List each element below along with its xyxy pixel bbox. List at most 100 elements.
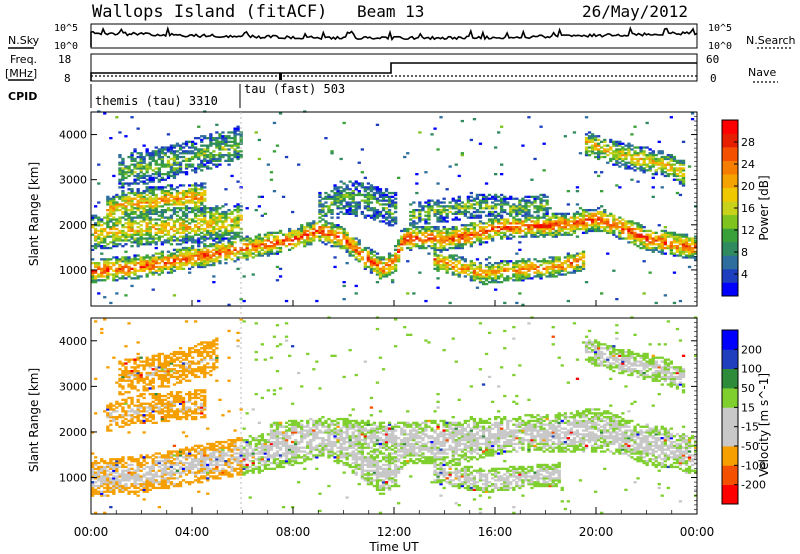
range-gate-cell xyxy=(127,229,131,233)
range-gate-cell xyxy=(563,212,567,215)
range-gate-cell xyxy=(375,269,380,272)
range-gate-cell xyxy=(651,161,655,164)
range-gate-cell xyxy=(188,235,192,238)
range-gate-cell xyxy=(418,201,422,204)
range-gate-cell xyxy=(442,216,446,219)
range-gate-cell xyxy=(215,233,219,236)
range-gate-cell xyxy=(354,210,358,214)
range-gate-cell xyxy=(257,243,261,246)
range-gate-cell xyxy=(436,148,440,151)
range-gate-cell xyxy=(160,212,164,215)
range-gate-cell xyxy=(675,235,680,238)
range-gate-cell xyxy=(621,226,625,229)
range-gate-cell xyxy=(127,235,131,238)
range-gate-cell xyxy=(660,161,664,164)
range-gate-cell xyxy=(463,263,467,267)
range-gate-cell xyxy=(112,408,116,411)
range-gate-cell xyxy=(339,227,343,231)
range-gate-cell xyxy=(469,138,473,142)
range-gate-cell xyxy=(118,171,122,174)
range-gate-cell xyxy=(594,135,598,138)
range-gate-cell xyxy=(512,263,516,267)
range-gate-cell xyxy=(524,210,528,214)
range-gate-cell xyxy=(260,241,264,244)
range-gate-cell xyxy=(130,258,134,261)
range-gate-cell xyxy=(609,214,613,217)
range-gate-cell xyxy=(106,483,110,486)
range-gate-cell xyxy=(597,155,601,159)
range-gate-cell xyxy=(215,222,219,225)
range-gate-cell xyxy=(118,490,122,493)
range-gate-cell xyxy=(230,146,234,149)
range-gate-cell xyxy=(197,193,201,197)
range-gate-cell xyxy=(690,246,695,250)
range-gate-cell xyxy=(536,205,540,208)
range-gate-cell xyxy=(254,241,258,244)
range-gate-cell xyxy=(690,241,695,244)
range-gate-cell xyxy=(330,203,334,206)
range-gate-cell xyxy=(121,410,125,413)
range-gate-cell xyxy=(200,209,204,212)
range-gate-cell xyxy=(172,226,177,229)
range-gate-cell xyxy=(151,169,155,172)
range-gate-cell xyxy=(118,205,122,208)
range-gate-cell xyxy=(333,224,337,227)
range-gate-cell xyxy=(515,279,519,282)
range-gate-cell xyxy=(500,199,504,202)
range-gate-cell xyxy=(181,229,186,233)
range-gate-cell xyxy=(148,212,152,215)
range-gate-cell xyxy=(194,248,198,251)
range-gate-cell xyxy=(354,258,358,261)
range-gate-cell xyxy=(172,260,177,263)
range-gate-cell xyxy=(472,207,477,210)
range-gate-cell xyxy=(554,212,558,215)
range-gate-cell xyxy=(348,188,352,191)
range-gate-cell xyxy=(515,262,519,265)
range-gate-cell xyxy=(218,154,222,157)
range-gate-cell xyxy=(539,193,543,197)
range-gate-cell xyxy=(487,218,492,221)
range-gate-cell xyxy=(391,258,395,261)
range-gate-cell xyxy=(594,220,598,223)
range-gate-cell xyxy=(478,227,483,231)
range-gate-cell xyxy=(94,237,98,240)
range-gate-cell xyxy=(209,216,213,219)
range-gate-cell xyxy=(272,150,277,153)
range-gate-cell xyxy=(118,167,122,170)
range-gate-cell xyxy=(478,241,483,244)
range-gate-cell xyxy=(500,260,504,263)
range-gate-cell xyxy=(515,301,519,305)
range-gate-cell xyxy=(172,220,177,223)
range-gate-cell xyxy=(515,218,519,221)
range-gate-cell xyxy=(545,226,549,229)
range-gate-cell xyxy=(100,490,104,493)
range-gate-cell xyxy=(172,256,177,259)
range-gate-cell xyxy=(245,239,249,242)
range-gate-cell xyxy=(515,214,519,217)
range-gate-cell xyxy=(345,186,349,189)
range-gate-cell xyxy=(669,173,673,176)
range-gate-cell xyxy=(433,127,437,130)
range-gate-cell xyxy=(154,262,158,265)
range-gate-cell xyxy=(121,157,125,161)
range-gate-cell xyxy=(469,227,473,231)
range-gate-cell xyxy=(372,262,377,265)
range-gate-cell xyxy=(615,298,619,301)
range-gate-cell xyxy=(515,260,519,263)
range-gate-cell xyxy=(597,138,601,142)
range-gate-cell xyxy=(597,144,601,147)
range-gate-cell xyxy=(378,214,383,217)
range-gate-cell xyxy=(121,465,125,469)
range-gate-cell xyxy=(466,269,470,272)
range-gate-cell xyxy=(466,227,470,231)
range-gate-cell xyxy=(454,199,458,202)
range-gate-cell xyxy=(106,231,110,234)
range-gate-cell xyxy=(97,467,101,470)
range-gate-cell xyxy=(188,252,192,255)
range-gate-cell xyxy=(536,271,540,274)
range-gate-cell xyxy=(281,233,286,236)
range-gate-cell xyxy=(481,282,486,286)
range-gate-cell xyxy=(151,188,155,191)
range-gate-cell xyxy=(333,188,337,191)
range-gate-cell xyxy=(118,465,122,469)
